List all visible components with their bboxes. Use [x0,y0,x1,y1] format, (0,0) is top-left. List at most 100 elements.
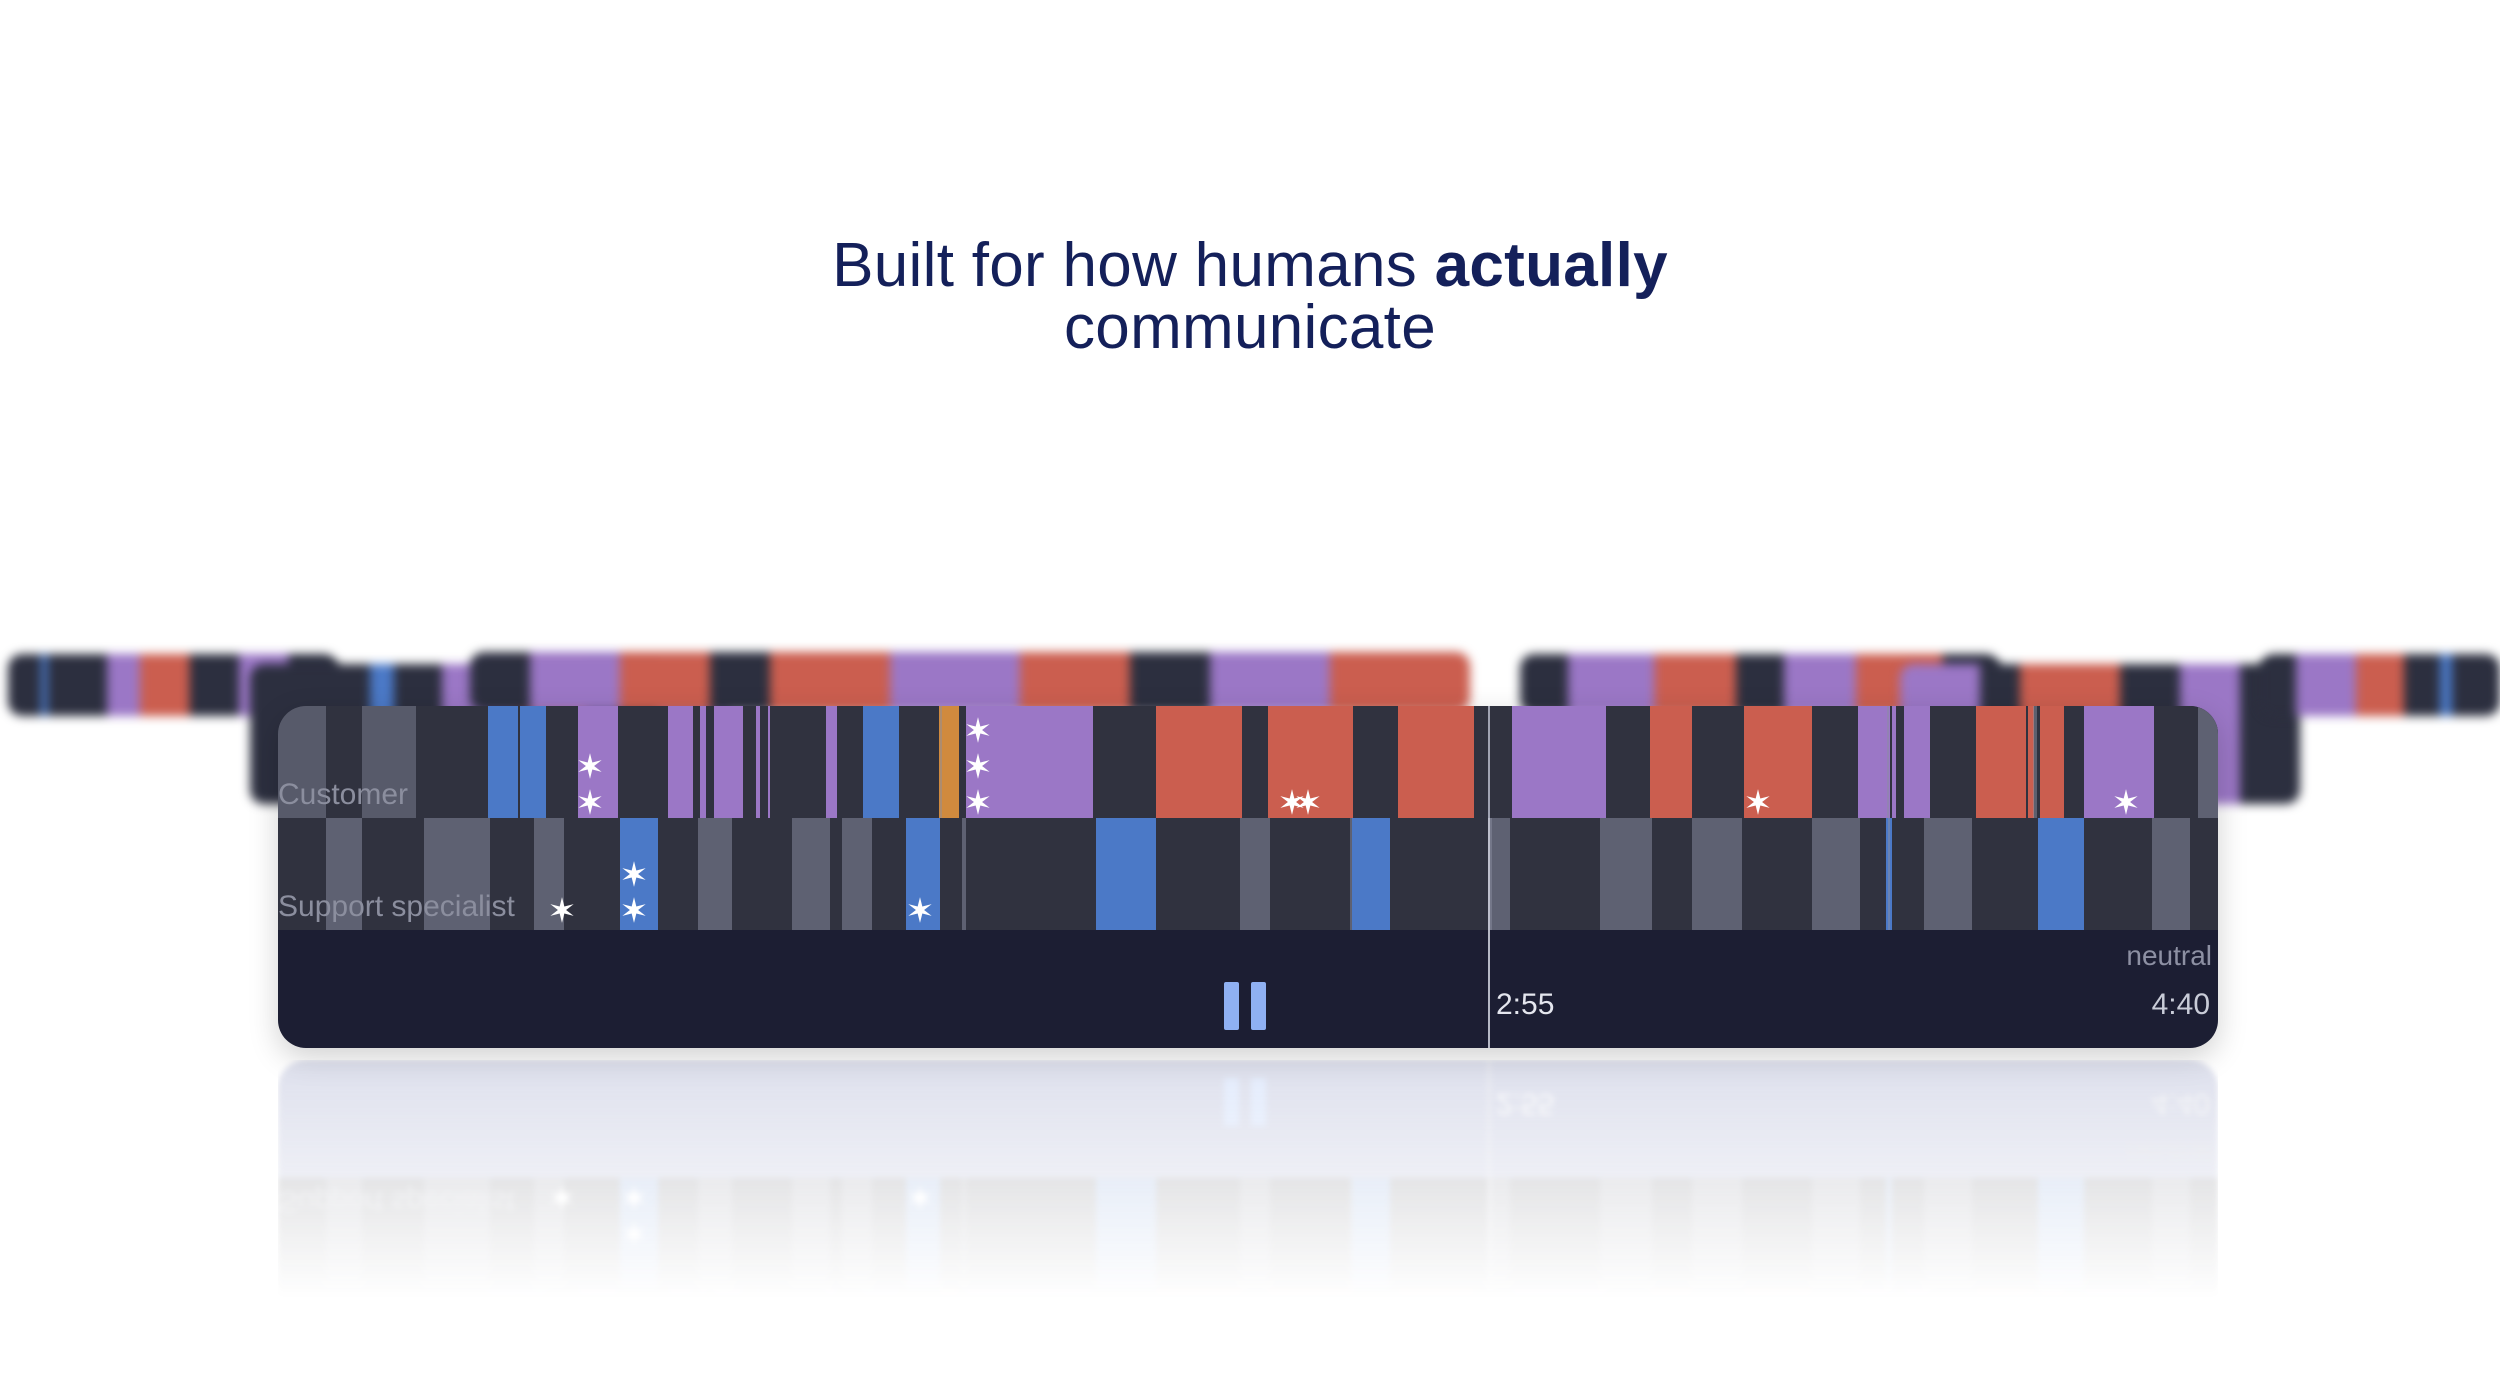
lane-customer-segment [1398,706,1474,818]
sparkle-icon [1744,788,1772,816]
lane-customer-segment [362,706,416,818]
reflection-lane-support-segment [1600,1178,1652,1290]
sparkle-icon [1278,788,1306,816]
segment-divider [1888,818,1890,930]
playhead[interactable] [1488,706,1490,1048]
sparkle-icon [906,896,934,924]
reflection-pause-icon-bar [1251,1078,1266,1126]
segment-divider [2035,706,2037,818]
headline-line2: communicate [1063,293,1436,362]
lane-support-segment [2152,818,2190,930]
reflection-segment-divider [2035,1290,2037,1300]
reflection-lane-support-segment [1240,1178,1270,1290]
reflection-lane-customer-segment [1156,1290,1200,1300]
reflection-pause-icon [1224,1078,1239,1126]
lane-support-segment [1924,818,1972,930]
sparkle-icon [620,860,648,888]
reflection-lane-customer-segment [488,1290,518,1300]
lane-support-segment [1240,818,1270,930]
lane-customer-segment [668,706,693,818]
lane-support-segment [2038,818,2084,930]
customer-lane [278,706,2218,818]
lane-support-segment [1488,818,1510,930]
reflection-lane-customer-segment [520,1290,546,1300]
sparkle-icon [2112,788,2140,816]
reflection-sparkle-icon [964,1292,992,1300]
segment-divider [1887,706,1889,818]
lane-support-segment [842,818,872,930]
reflection-lane-support-segment [1692,1178,1742,1290]
reflection-sparkle-icon [2112,1292,2140,1300]
lane-customer-segment [2040,706,2064,818]
reflection-segment-divider [1887,1290,1889,1300]
reflection-sparkle-icon [1294,1292,1322,1300]
reflection-lane-customer-segment [1650,1290,1692,1300]
reflection-lane-support-segment [1096,1178,1156,1290]
lane-customer-segment [278,706,326,818]
lane-support-segment [1096,818,1156,930]
lane-support-segment [1812,818,1860,930]
reflection-customer-lane-label: Customer [278,1296,408,1300]
reflection-lane-support-segment [1352,1178,1390,1290]
lane-customer-segment [1892,706,1896,818]
lane-support-segment [698,818,732,930]
lane-customer-segment [1200,706,1242,818]
reflection-lane-support-segment [1812,1178,1860,1290]
background-player-right [2260,654,2500,716]
lane-customer-segment [756,706,760,818]
lane-customer-segment [700,706,706,818]
reflection-sparkle-icon [906,1184,934,1212]
lane-support-segment [1600,818,1652,930]
pause-icon-bar [1251,982,1266,1030]
lane-customer-segment [1156,706,1200,818]
reflection-lane-support-segment [2152,1178,2190,1290]
mood-label: neutral [2126,940,2212,971]
reflection-segment-divider [940,1290,942,1300]
pause-button[interactable] [1224,982,1268,1032]
lane-support-segment [1692,818,1742,930]
reflection-lane-customer-segment [2040,1290,2064,1300]
support-lane-label: Support specialist [278,890,515,923]
segment-divider [940,706,942,818]
lane-customer-segment [2198,706,2218,818]
segment-divider [1488,706,1490,818]
total-time: 4:40 [2151,988,2210,1021]
reflection-sparkle-icon [576,1292,604,1300]
reflection-sparkle-icon [548,1184,576,1212]
sparkle-icon [576,788,604,816]
lane-customer-segment [863,706,899,818]
lane-customer-segment [2028,706,2034,818]
lane-customer-segment [1904,706,1930,818]
reflection-lane-customer-segment [714,1290,743,1300]
headline-line1-bold: actually [1434,231,1668,300]
reflection-segment-divider [1490,1178,1492,1290]
reflection-lane-support-segment [2038,1178,2084,1290]
reflection-lane-support-segment [792,1178,830,1290]
reflection-lane-customer-segment [1892,1290,1896,1300]
reflection-lane-customer-segment [1976,1290,2026,1300]
reflection-sparkle-icon [620,1220,648,1248]
reflection-lane-customer-segment [2198,1290,2218,1300]
segment-divider [1490,818,1492,930]
reflection-total-time: 4:40 [2151,1087,2210,1120]
reflection-lane-customer-segment [1398,1290,1474,1300]
reflection-current-time: 2:55 [1496,1087,1555,1120]
segment-divider [2033,706,2035,818]
reflection-lane-support-segment [962,1178,966,1290]
reflection-lane-support-segment [1924,1178,1972,1290]
reflection-lane-customer-segment [1200,1290,1242,1300]
customer-lane-label: Customer [278,778,409,811]
sparkle-icon [1294,788,1322,816]
reflection-customer-lane [278,1290,2218,1300]
reflection-sparkle-icon [1744,1292,1772,1300]
lane-customer-segment [826,706,837,818]
lane-support-segment [424,818,490,930]
player-reflection: Customer Support specialist 2:55 neutral… [278,1060,2218,1300]
lane-customer-segment [1976,706,2026,818]
reflection-lane-customer-segment [700,1290,706,1300]
lane-customer-segment [1650,706,1692,818]
sparkle-icon [576,752,604,780]
lane-customer-segment [488,706,518,818]
reflection-lane-customer-segment [1512,1290,1606,1300]
lane-support-segment [962,818,966,930]
